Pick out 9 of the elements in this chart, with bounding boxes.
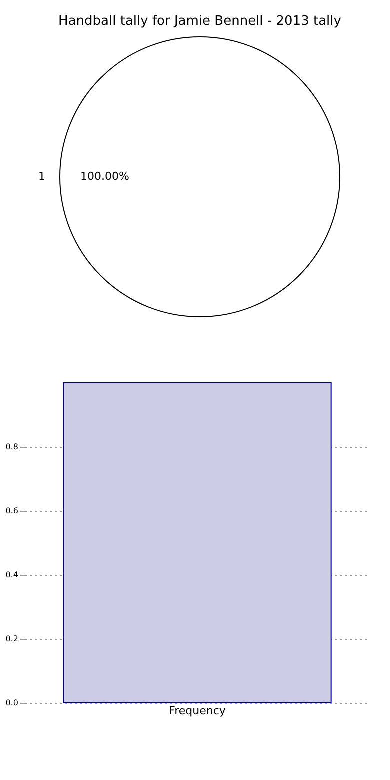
x-tick-label: Frequency (169, 704, 226, 718)
data-label: 100.00% (80, 170, 130, 183)
chart-title: Handball tally for Jamie Bennell - 2013 tally (58, 14, 342, 29)
y-tick-label: 0.2 (6, 634, 18, 644)
y-tick-label: 0.0 (6, 698, 18, 708)
slice-label: 1 (38, 170, 46, 183)
y-tick-label: 0.4 (6, 570, 18, 580)
y-tick-label: 0.6 (6, 506, 18, 516)
y-tick-label: 0.8 (6, 442, 18, 452)
